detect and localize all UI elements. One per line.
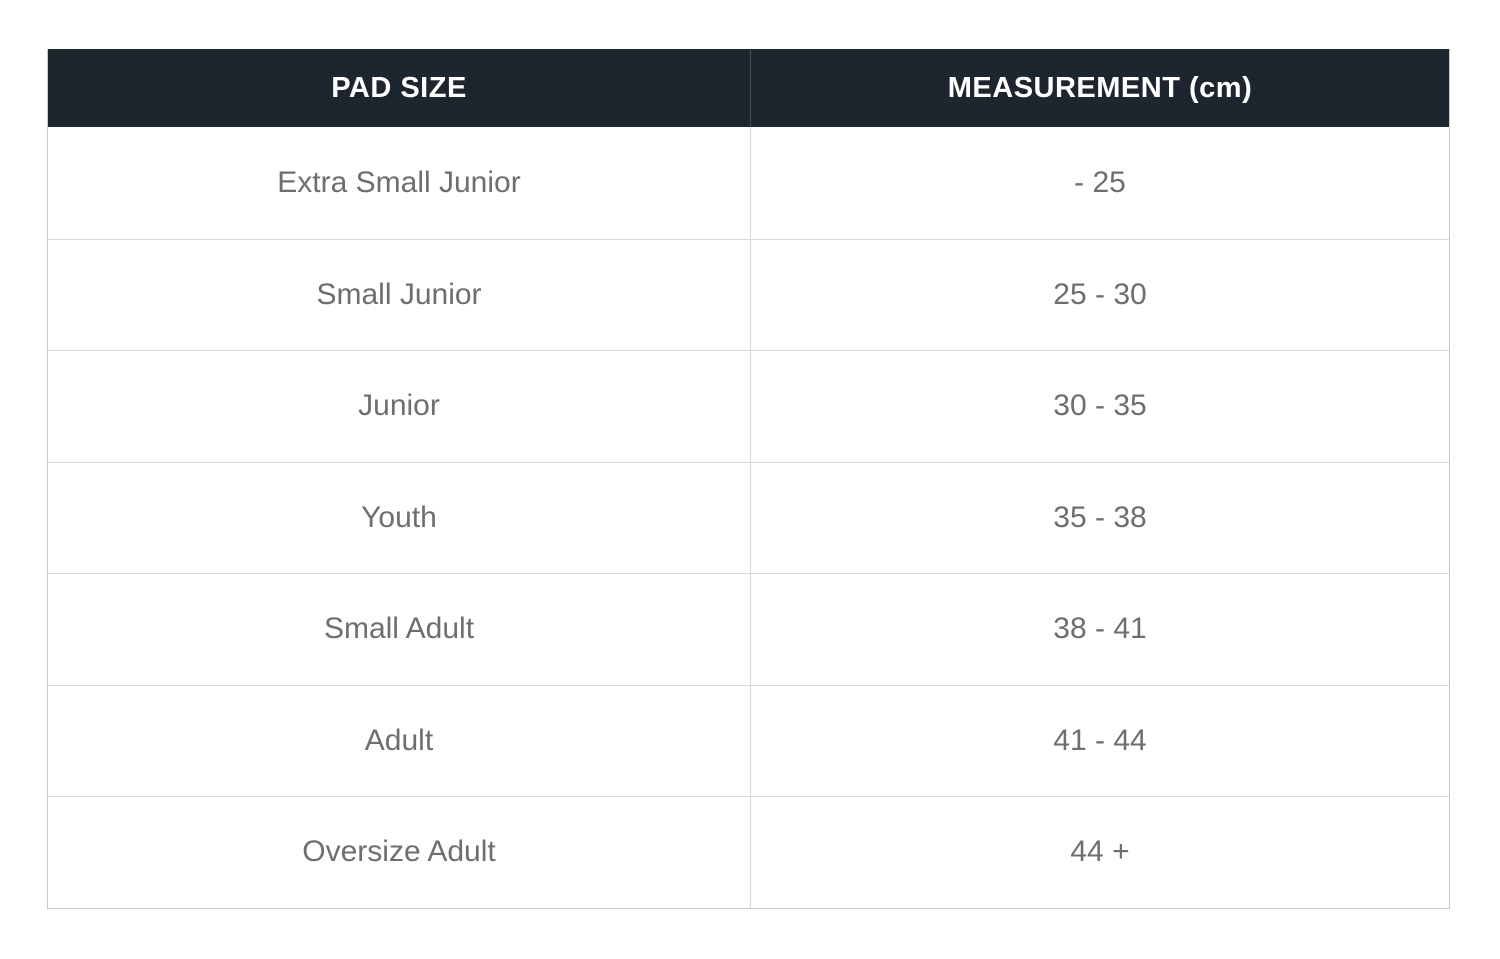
pad-size-cell: Junior	[48, 351, 751, 462]
table-body: Extra Small Junior - 25 Small Junior 25 …	[48, 127, 1449, 908]
table-header-row: PAD SIZE MEASUREMENT (cm)	[48, 49, 1449, 127]
measurement-cell: 41 - 44	[1053, 723, 1147, 757]
pad-size-cell: Extra Small Junior	[48, 127, 751, 239]
pad-size-cell: Small Junior	[48, 239, 751, 350]
table-row: Small Adult 38 - 41	[48, 573, 1449, 685]
pad-size-table: PAD SIZE MEASUREMENT (cm) Extra Small Ju…	[47, 49, 1450, 909]
measurement-cell: 35 - 38	[1053, 500, 1147, 534]
measurement-cell: - 25	[1074, 165, 1126, 199]
table-row: Small Junior 25 - 30	[48, 238, 1449, 350]
table-row: Junior 30 - 35	[48, 350, 1449, 462]
pad-size-cell: Adult	[48, 685, 751, 796]
header-cell-pad-size: PAD SIZE	[48, 49, 751, 127]
pad-size-cell: Oversize Adult	[48, 797, 751, 908]
table-row: Youth 35 - 38	[48, 461, 1449, 573]
table-row: Oversize Adult 44 +	[48, 796, 1449, 908]
measurement-cell: 44 +	[1070, 835, 1130, 869]
table-row: Adult 41 - 44	[48, 684, 1449, 796]
measurement-cell: 25 - 30	[1053, 277, 1147, 311]
header-cell-measurement: MEASUREMENT (cm)	[947, 71, 1253, 104]
table-row: Extra Small Junior - 25	[48, 127, 1449, 239]
pad-size-cell: Youth	[48, 462, 751, 573]
measurement-cell: 30 - 35	[1053, 389, 1147, 423]
pad-size-cell: Small Adult	[48, 574, 751, 685]
measurement-cell: 38 - 41	[1053, 612, 1147, 646]
